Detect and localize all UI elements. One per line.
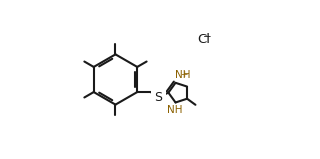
Text: −: − [203,32,212,41]
Text: NH: NH [175,70,191,80]
Text: +: + [180,70,187,79]
Text: NH: NH [166,105,182,115]
Text: Cl: Cl [197,33,210,46]
Text: S: S [154,91,162,104]
